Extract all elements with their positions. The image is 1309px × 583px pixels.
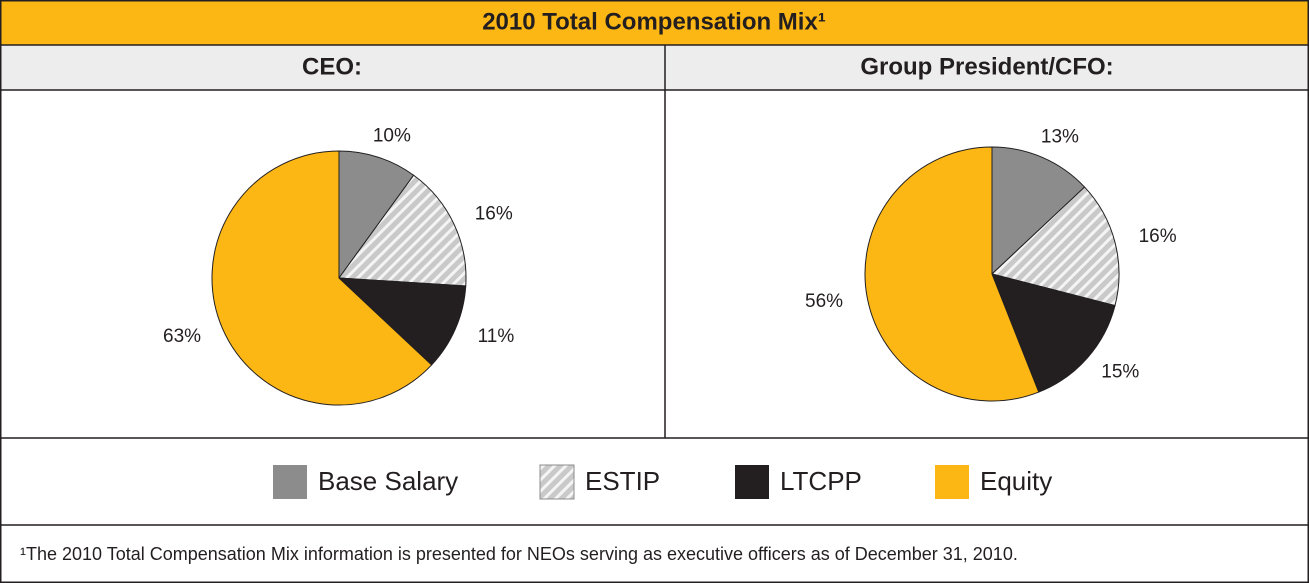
- value-label: 15%: [1101, 362, 1139, 383]
- pie-title: Group President/CFO:: [860, 53, 1113, 80]
- value-label: 16%: [475, 204, 513, 225]
- value-label: 63%: [163, 326, 201, 347]
- pie-title: CEO:: [302, 53, 362, 80]
- legend-swatch: [935, 465, 969, 499]
- legend-swatch: [539, 464, 575, 500]
- value-label: 10%: [373, 125, 411, 146]
- legend-label: Equity: [980, 466, 1052, 496]
- subtitle-bar: [0, 45, 1309, 90]
- pie-slice: [864, 146, 1040, 402]
- legend-label: Base Salary: [318, 466, 458, 496]
- value-label: 13%: [1041, 126, 1079, 147]
- pie-slice: [991, 273, 1116, 393]
- footnote: ¹The 2010 Total Compensation Mix informa…: [20, 544, 1018, 564]
- pie-slice: [337, 277, 467, 366]
- legend-swatch: [273, 465, 307, 499]
- value-label: 11%: [478, 326, 515, 347]
- pie-slice: [990, 186, 1120, 307]
- legend-label: LTCPP: [780, 466, 862, 496]
- pie-slice: [338, 150, 415, 280]
- value-label: 16%: [1139, 226, 1177, 247]
- title-bar: [0, 0, 1309, 45]
- pie-slice: [991, 146, 1086, 276]
- legend-swatch: [735, 465, 769, 499]
- pie-slice: [338, 174, 467, 287]
- chart-title: 2010 Total Compensation Mix¹: [482, 8, 826, 35]
- pie-slice: [211, 150, 433, 406]
- value-label: 56%: [805, 291, 843, 312]
- legend-label: ESTIP: [585, 466, 660, 496]
